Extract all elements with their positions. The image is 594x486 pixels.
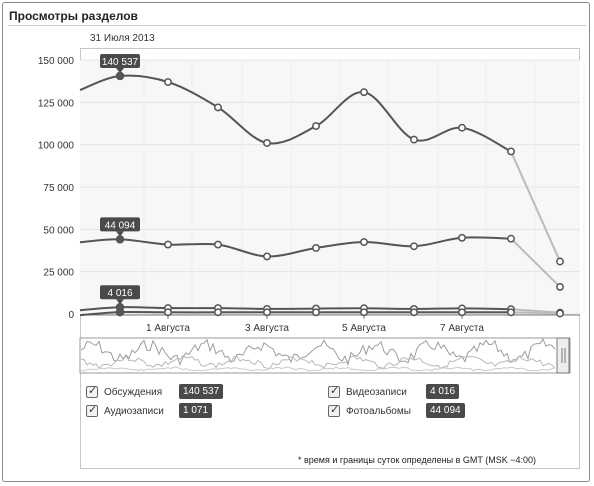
legend-label-discussions: Обсуждения [104,386,163,398]
series-line-2 [79,306,512,312]
checkbox-photos[interactable]: ✓ [328,403,340,417]
legend-item-video[interactable]: ✓ Видеозаписи [328,383,407,401]
data-point [360,238,368,246]
tooltip-arrow [116,299,124,305]
series-line-faded-2 [510,308,561,314]
y-tick-label: 100 000 [38,141,75,152]
range-selector-handle [556,337,570,374]
data-point [164,78,172,86]
date-label: 31 Июля 2013 [90,33,155,44]
checkmark-icon: ✓ [88,384,98,397]
tooltip-box [100,217,140,232]
x-tick-label: 5 Августа [342,323,386,334]
data-point [164,240,172,249]
checkbox-video[interactable]: ✓ [328,384,340,398]
data-point [115,71,125,81]
title-divider [8,25,586,26]
data-point [263,139,271,147]
data-point [410,242,418,251]
tooltip-arrow [116,231,124,237]
legend-value-discussions: 140 537 [179,384,224,399]
overview-line [80,354,556,370]
series-line-1 [79,236,512,258]
data-point [214,240,222,249]
overview-navigator [79,337,571,374]
legend-item-audio[interactable]: ✓ Аудиозаписи [86,402,164,420]
data-point [507,234,515,243]
data-point [556,257,564,266]
legend-value-video: 4 016 [426,384,460,399]
data-point [214,308,222,317]
legend-value-photos: 44 094 [426,403,465,418]
value-tooltip: 4 016 [100,285,140,305]
series-line-faded-1 [510,237,561,288]
data-point [360,88,368,97]
x-tick-label: 3 Августа [245,323,289,334]
data-point [410,135,418,144]
x-tick-label: 7 Августа [440,323,484,334]
data-point [458,308,466,317]
data-point [263,308,271,317]
data-point [458,123,466,132]
data-point [458,233,466,242]
data-point [507,147,515,156]
value-tooltip: 44 094 [100,217,140,237]
checkmark-icon: ✓ [330,403,340,416]
tooltip-text: 4 016 [107,288,132,299]
checkbox-audio[interactable]: ✓ [86,403,98,417]
data-point [115,307,125,317]
y-tick-label: 125 000 [38,98,75,109]
legend-item-discussions[interactable]: ✓ Обсуждения [86,383,162,401]
page-title: Просмотры разделов [9,9,138,23]
legend-label-audio: Аудиозаписи [104,405,164,417]
legend-item-photos[interactable]: ✓ Фотоальбомы [328,402,411,420]
y-tick-label: 0 [68,310,74,321]
data-point [164,308,172,317]
data-point [410,308,418,317]
y-tick-label: 25 000 [43,268,74,279]
checkmark-icon: ✓ [88,403,98,416]
data-point [312,244,320,252]
data-point [263,252,271,261]
tooltip-box [100,285,140,300]
legend-label-video: Видеозаписи [346,386,407,398]
timezone-footnote: * время и границы суток определены в GMT… [298,455,536,465]
legend-label-photos: Фотоальбомы [346,405,411,417]
legend-value-audio: 1 071 [179,403,213,418]
tooltip-arrow [116,68,124,74]
data-point [556,282,564,291]
value-tooltip: 140 537 [100,54,140,74]
data-point [115,235,125,244]
y-tick-label: 150 000 [38,56,75,67]
data-point [214,103,222,112]
series-line-3 [79,310,511,317]
tooltip-text: 140 537 [102,57,139,68]
data-point [312,122,320,130]
data-point [507,308,515,317]
data-point [360,308,368,317]
data-point [312,308,320,317]
x-tick-label: 1 Августа [146,323,190,334]
series-line-faded-0 [510,151,561,262]
series-line-faded-3 [510,311,561,315]
checkmark-icon: ✓ [330,384,340,397]
checkbox-discussions[interactable]: ✓ [86,384,98,398]
overview-line [80,338,556,367]
tooltip-box [100,54,140,69]
overview-line [80,366,556,372]
y-tick-label: 50 000 [43,225,74,236]
series-line-0 [79,74,512,153]
data-point [556,309,564,318]
tooltip-text: 44 094 [105,220,136,231]
y-tick-label: 75 000 [43,183,74,194]
